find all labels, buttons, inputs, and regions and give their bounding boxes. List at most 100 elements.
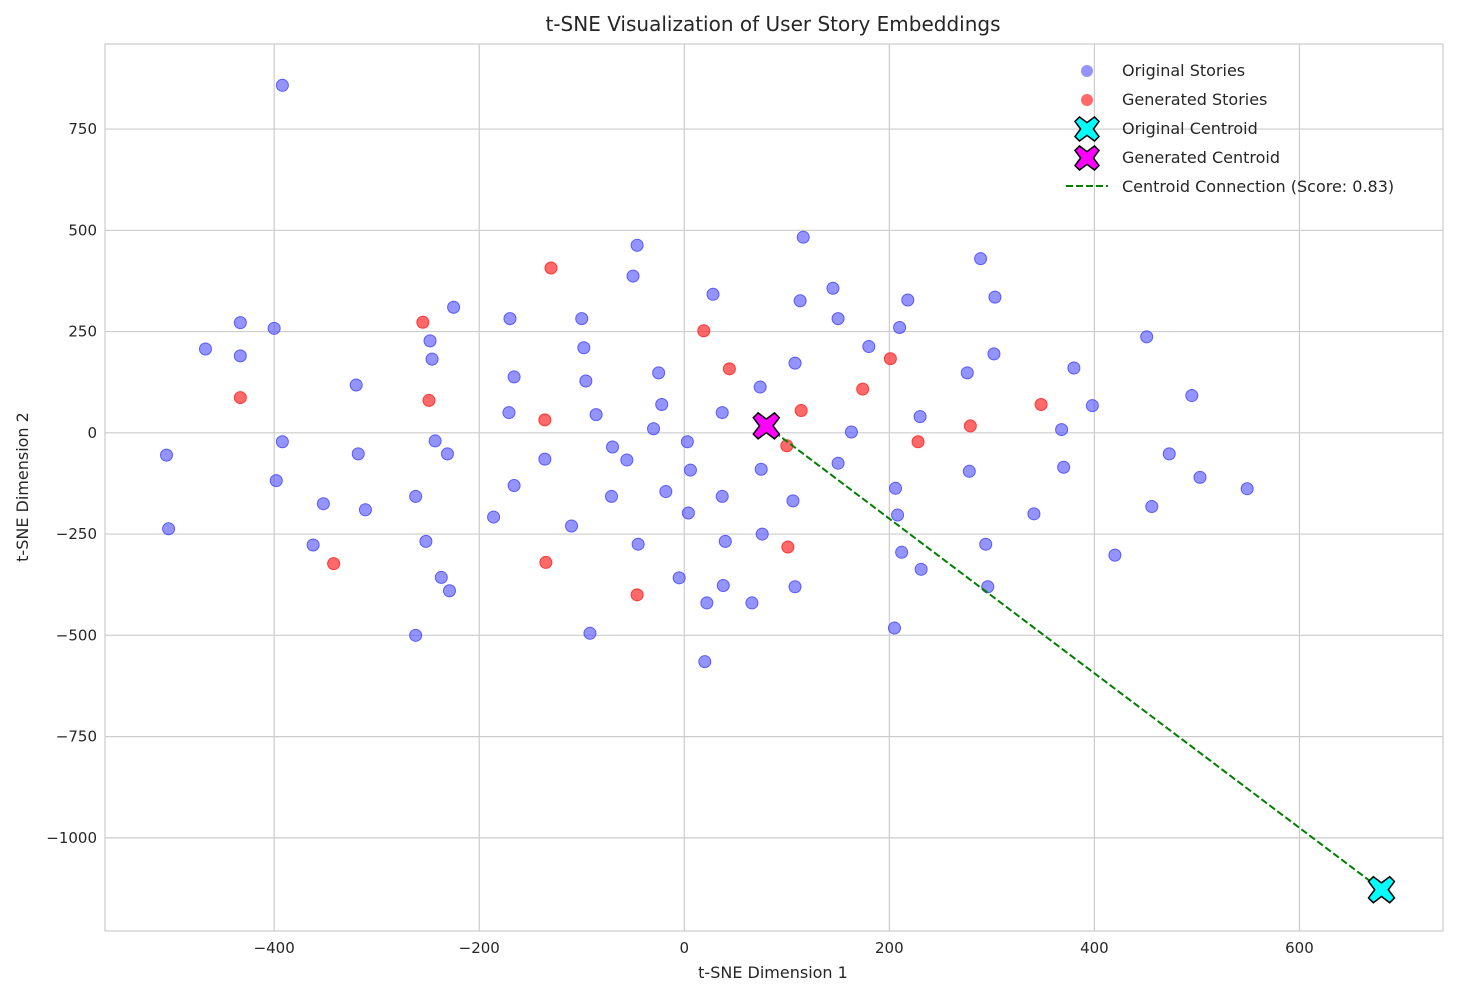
original-story-point <box>715 489 729 503</box>
generated-story-point <box>416 315 430 329</box>
original-story-point <box>419 534 433 548</box>
legend-marker-original-stories <box>1081 65 1093 77</box>
original-story-point <box>275 78 289 92</box>
original-story-point <box>577 341 591 355</box>
generated-story-point <box>911 435 925 449</box>
original-story-point <box>888 481 902 495</box>
original-story-point <box>988 290 1002 304</box>
original-story-point <box>1108 548 1122 562</box>
original-story-point <box>160 448 174 462</box>
y-tick-label: 0 <box>87 424 97 442</box>
original-story-point <box>233 349 247 363</box>
original-story-point <box>913 410 927 424</box>
x-axis-label: t-SNE Dimension 1 <box>698 963 848 982</box>
original-story-point <box>681 506 695 520</box>
original-story-point <box>269 474 283 488</box>
original-story-point <box>716 579 730 593</box>
original-story-point <box>1085 399 1099 413</box>
original-story-point <box>503 312 517 326</box>
legend-label-centroid-connection: Centroid Connection (Score: 0.83) <box>1122 177 1394 196</box>
original-story-point <box>647 422 661 436</box>
original-story-point <box>987 347 1001 361</box>
original-story-point <box>652 366 666 380</box>
original-story-point <box>198 342 212 356</box>
original-story-point <box>655 397 669 411</box>
original-story-point <box>895 545 909 559</box>
original-story-point <box>447 300 461 314</box>
original-story-point <box>507 370 521 384</box>
generated-story-point <box>539 555 553 569</box>
y-axis-label: t-SNE Dimension 2 <box>13 412 32 562</box>
original-story-point <box>914 562 928 576</box>
generated-story-point <box>794 404 808 418</box>
original-story-point <box>306 538 320 552</box>
original-story-point <box>893 321 907 335</box>
chart-title: t-SNE Visualization of User Story Embedd… <box>545 12 1000 36</box>
original-story-point <box>428 434 442 448</box>
original-story-point <box>786 494 800 508</box>
generated-story-point <box>233 391 247 405</box>
original-story-point <box>753 380 767 394</box>
original-story-point <box>589 408 603 422</box>
original-story-point <box>891 508 905 522</box>
original-story-point <box>487 510 501 524</box>
original-story-point <box>901 293 915 307</box>
original-story-point <box>349 378 363 392</box>
generated-story-point <box>538 413 552 427</box>
original-story-point <box>425 352 439 366</box>
generated-story-point <box>963 419 977 433</box>
legend-marker-generated-stories <box>1081 94 1093 106</box>
original-story-point <box>1185 389 1199 403</box>
original-story-point <box>1055 423 1069 437</box>
original-story-point <box>1027 507 1041 521</box>
original-story-point <box>267 321 281 335</box>
original-story-point <box>1162 447 1176 461</box>
original-story-point <box>659 485 673 499</box>
x-tick-label: 0 <box>680 939 690 957</box>
original-story-point <box>960 366 974 380</box>
generated-story-point <box>856 382 870 396</box>
generated-story-point <box>327 557 341 571</box>
original-story-point <box>502 406 516 420</box>
original-story-point <box>962 464 976 478</box>
original-story-point <box>316 497 330 511</box>
original-story-point <box>706 287 720 301</box>
generated-centroid-marker <box>752 411 781 440</box>
original-centroid-marker <box>1367 875 1396 904</box>
original-story-point <box>826 281 840 295</box>
generated-story-point <box>544 261 558 275</box>
generated-story-point <box>781 540 795 554</box>
original-story-point <box>442 584 456 598</box>
generated-story-point <box>697 324 711 338</box>
original-story-point <box>606 440 620 454</box>
original-story-point <box>409 628 423 642</box>
x-tick-labels: −400 −200 0 200 400 600 <box>254 939 1314 957</box>
original-story-point <box>788 580 802 594</box>
original-story-point <box>583 626 597 640</box>
series-layer <box>160 78 1254 669</box>
original-story-point <box>796 230 810 244</box>
generated-story-point <box>1034 397 1048 411</box>
generated-story-point <box>630 588 644 602</box>
original-story-point <box>575 312 589 326</box>
x-tick-label: −200 <box>459 939 500 957</box>
original-story-point <box>409 489 423 503</box>
legend-marker-original-centroid <box>1074 116 1100 142</box>
original-story-point <box>755 527 769 541</box>
centroid-connection-line <box>765 425 1383 891</box>
original-story-point <box>579 374 593 388</box>
generated-story-point <box>883 352 897 366</box>
legend-label-original-stories: Original Stories <box>1122 61 1245 80</box>
original-story-point <box>1240 482 1254 496</box>
original-story-point <box>672 571 686 585</box>
original-story-point <box>974 252 988 266</box>
y-tick-labels: −1000 −750 −500 −250 0 250 500 750 <box>46 120 97 847</box>
y-tick-label: −500 <box>56 626 97 644</box>
original-story-point <box>358 503 372 517</box>
original-story-point <box>162 522 176 536</box>
original-story-point <box>831 312 845 326</box>
original-story-point <box>565 519 579 533</box>
y-tick-label: 500 <box>68 221 97 239</box>
